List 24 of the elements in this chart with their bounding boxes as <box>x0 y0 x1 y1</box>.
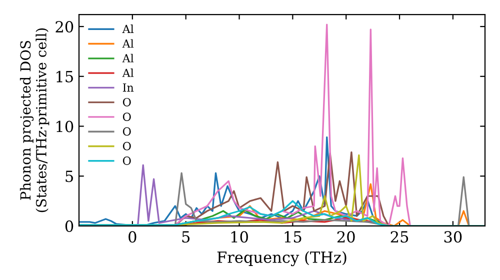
x-tick-label: 10 <box>231 231 248 243</box>
legend-label: Al <box>122 68 134 77</box>
x-tick-label: 15 <box>284 231 302 243</box>
y-tick-label: 10 <box>56 120 74 132</box>
x-tick-label: 25 <box>390 231 408 243</box>
legend-label: O <box>122 112 131 122</box>
x-axis-title: Frequency (THz) <box>217 251 346 266</box>
x-tick-label: 5 <box>182 231 190 243</box>
x-tick-label: 30 <box>444 231 462 243</box>
y-tick-label: 20 <box>56 20 74 33</box>
y-tick-label: 15 <box>56 70 73 82</box>
legend-label: O <box>122 98 131 106</box>
legend-label: Al <box>122 54 134 62</box>
legend-label: O <box>122 127 131 136</box>
y-tick-label: 5 <box>66 170 73 182</box>
legend-label: Al <box>122 39 134 48</box>
x-tick-label: 20 <box>337 231 355 243</box>
y-tick-label: 0 <box>65 220 74 232</box>
y-axis-title: Phonon projected DOS (States/THz·primitive cell) <box>20 28 50 212</box>
legend-label: O <box>122 156 131 165</box>
legend-label: Al <box>122 24 134 34</box>
legend-label: In <box>122 83 134 92</box>
x-tick-label: 0 <box>128 231 136 243</box>
legend-label: O <box>122 142 131 150</box>
